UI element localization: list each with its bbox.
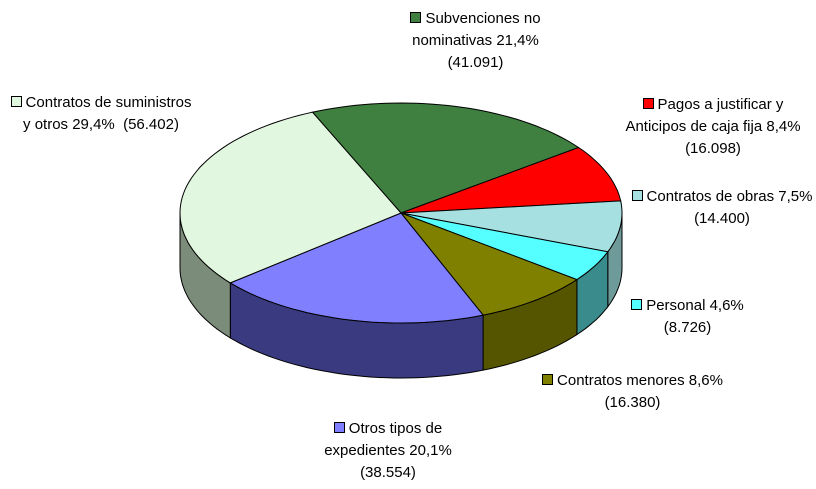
legend-swatch	[410, 12, 422, 23]
slice-label: Personal 4,6% (8.726)	[620, 295, 755, 339]
slice	[400, 200, 623, 253]
value-label: 21,4% (41.091)	[447, 32, 544, 71]
slice	[179, 111, 402, 284]
legend-swatch	[642, 98, 654, 109]
value-label: 8,4% (16.098)	[685, 118, 805, 157]
category-name: Subvenciones no nominativas	[412, 10, 545, 49]
category-name: Contratos de obras	[646, 188, 775, 205]
slice-label: Subvenciones no nominativas 21,4% (41.09…	[388, 8, 563, 74]
legend-swatch	[10, 96, 22, 107]
category-name: Contratos de suministros y otros	[23, 94, 196, 133]
slice	[399, 211, 579, 316]
value-label: 7,5% (14.400)	[694, 188, 813, 227]
legend-swatch	[333, 422, 345, 433]
slice-label: Contratos menores 8,6% (16.380)	[540, 370, 725, 414]
slice-label: Contratos de suministros y otros 29,4% (…	[6, 92, 196, 136]
slice	[400, 146, 622, 214]
legend-swatch	[542, 374, 554, 385]
value-label: 20,1% (38.554)	[360, 442, 461, 481]
category-name: Otros tipos de expedientes	[324, 420, 447, 459]
value-label: 4,6% (8.726)	[663, 297, 748, 336]
value-label: 29,4% (56.402)	[72, 116, 179, 133]
slice-label: Pagos a justificar y Anticipos de caja f…	[618, 94, 808, 160]
legend-swatch	[631, 299, 643, 310]
category-name: Personal	[646, 297, 706, 314]
slice-label: Otros tipos de expedientes 20,1% (38.554…	[298, 418, 478, 484]
category-name: Pagos a justificar y Anticipos de caja f…	[625, 96, 787, 135]
slice	[311, 102, 580, 214]
legend-swatch	[631, 190, 643, 201]
value-label: 8,6% (16.380)	[604, 372, 728, 411]
slice-label: Contratos de obras 7,5% (14.400)	[628, 186, 816, 230]
slice	[229, 212, 485, 324]
slice	[400, 212, 609, 281]
category-name: Contratos menores	[557, 372, 685, 389]
